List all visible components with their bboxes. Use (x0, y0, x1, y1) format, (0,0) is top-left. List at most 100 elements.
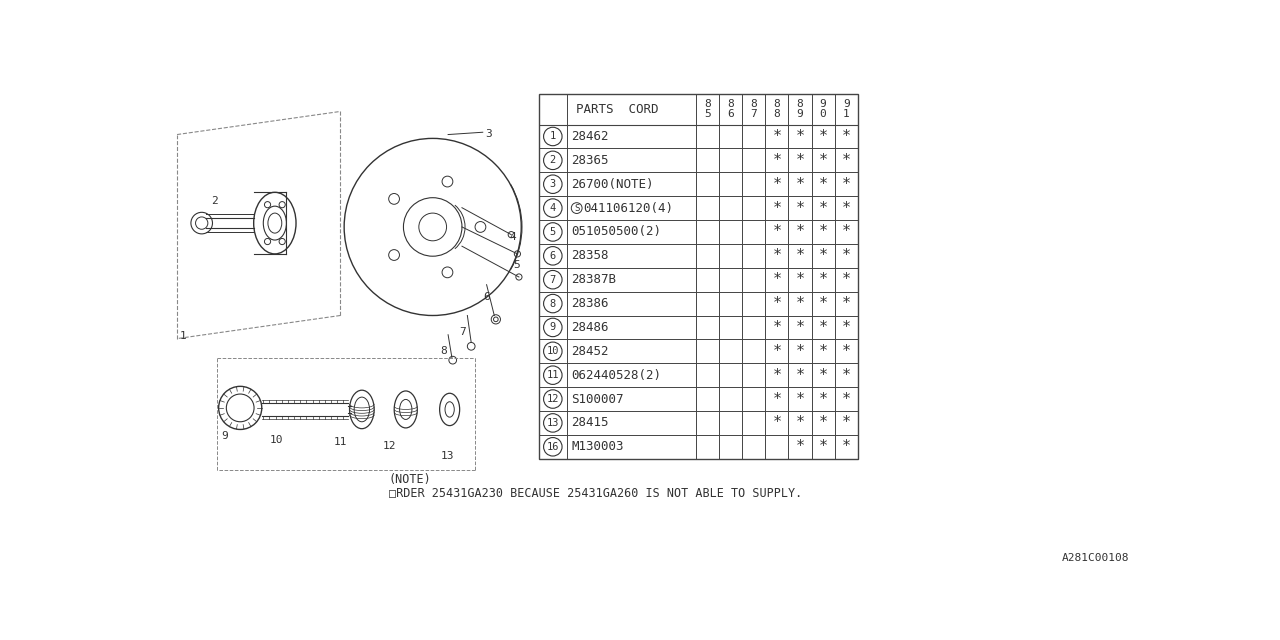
Text: *: * (818, 225, 828, 239)
Text: *: * (795, 129, 805, 144)
Text: 5: 5 (549, 227, 556, 237)
Text: *: * (795, 296, 805, 311)
Text: *: * (818, 248, 828, 263)
Text: 13: 13 (440, 451, 454, 461)
Text: *: * (795, 320, 805, 335)
Text: *: * (772, 129, 782, 144)
Text: 6: 6 (483, 292, 489, 302)
Text: *: * (842, 129, 851, 144)
Text: S: S (573, 204, 580, 212)
Text: *: * (772, 367, 782, 383)
Text: (NOTE): (NOTE) (389, 472, 431, 486)
Text: *: * (842, 296, 851, 311)
Text: *: * (842, 272, 851, 287)
Text: *: * (795, 225, 805, 239)
Text: *: * (772, 392, 782, 406)
Text: 9: 9 (549, 323, 556, 332)
Text: *: * (818, 392, 828, 406)
Text: □RDER 25431GA230 BECAUSE 25431GA260 IS NOT ABLE TO SUPPLY.: □RDER 25431GA230 BECAUSE 25431GA260 IS N… (389, 486, 803, 499)
Text: 7: 7 (549, 275, 556, 285)
Text: 28452: 28452 (571, 345, 609, 358)
Text: PARTS  CORD: PARTS CORD (576, 102, 659, 116)
Text: A281C00108: A281C00108 (1062, 554, 1129, 563)
Text: S100007: S100007 (571, 392, 623, 406)
Text: 12: 12 (547, 394, 559, 404)
Text: 9
0: 9 0 (819, 99, 827, 119)
Text: *: * (842, 248, 851, 263)
Text: 9: 9 (221, 431, 228, 441)
Text: 13: 13 (547, 418, 559, 428)
Text: *: * (818, 153, 828, 168)
Text: *: * (795, 415, 805, 431)
Text: 3: 3 (485, 129, 492, 139)
Text: 4: 4 (509, 232, 516, 242)
Text: 3: 3 (549, 179, 556, 189)
Text: 051050500(2): 051050500(2) (571, 225, 662, 239)
Text: *: * (772, 248, 782, 263)
Text: *: * (795, 153, 805, 168)
Text: 10: 10 (547, 346, 559, 356)
Text: *: * (795, 248, 805, 263)
Text: *: * (842, 200, 851, 216)
Text: *: * (818, 296, 828, 311)
Text: 5: 5 (513, 260, 520, 270)
Text: *: * (818, 129, 828, 144)
Text: *: * (818, 177, 828, 192)
Text: *: * (772, 344, 782, 359)
Bar (539, 93, 858, 459)
Text: 28386: 28386 (571, 297, 609, 310)
Text: *: * (772, 200, 782, 216)
Text: *: * (795, 439, 805, 454)
Text: 8
6: 8 6 (727, 99, 733, 119)
Text: 28486: 28486 (571, 321, 609, 334)
Text: 11: 11 (334, 437, 348, 447)
Text: *: * (842, 344, 851, 359)
Text: *: * (842, 439, 851, 454)
Text: 28462: 28462 (571, 130, 609, 143)
Text: 7: 7 (460, 327, 466, 337)
Text: 11: 11 (547, 370, 559, 380)
Text: 16: 16 (547, 442, 559, 452)
Text: *: * (772, 272, 782, 287)
Text: 8: 8 (440, 346, 447, 356)
Text: *: * (772, 225, 782, 239)
Text: 1: 1 (180, 331, 187, 340)
Text: 041106120(4): 041106120(4) (584, 202, 673, 214)
Text: 062440528(2): 062440528(2) (571, 369, 662, 381)
Text: 26700(NOTE): 26700(NOTE) (571, 178, 654, 191)
Text: *: * (772, 415, 782, 431)
Text: 28387B: 28387B (571, 273, 616, 286)
Text: 2: 2 (211, 196, 218, 206)
Text: *: * (772, 296, 782, 311)
Text: 12: 12 (383, 441, 396, 451)
Text: 8
5: 8 5 (704, 99, 710, 119)
Text: 8
8: 8 8 (773, 99, 781, 119)
Text: *: * (818, 320, 828, 335)
Text: *: * (842, 153, 851, 168)
Text: *: * (772, 153, 782, 168)
Text: *: * (818, 200, 828, 216)
Text: 1: 1 (549, 131, 556, 141)
Text: *: * (842, 177, 851, 192)
Text: 8: 8 (549, 299, 556, 308)
Text: *: * (818, 415, 828, 431)
Text: *: * (818, 439, 828, 454)
Text: *: * (842, 225, 851, 239)
Text: 6: 6 (549, 251, 556, 261)
Text: 2: 2 (549, 156, 556, 165)
Text: 28358: 28358 (571, 250, 609, 262)
Text: 28365: 28365 (571, 154, 609, 167)
Text: 8
9: 8 9 (796, 99, 804, 119)
Text: *: * (842, 415, 851, 431)
Text: *: * (795, 344, 805, 359)
Text: *: * (772, 177, 782, 192)
Text: *: * (842, 392, 851, 406)
Text: *: * (795, 367, 805, 383)
Text: *: * (818, 344, 828, 359)
Text: *: * (795, 200, 805, 216)
Text: *: * (818, 367, 828, 383)
Text: *: * (795, 177, 805, 192)
Text: 28415: 28415 (571, 417, 609, 429)
Text: *: * (842, 367, 851, 383)
Text: *: * (772, 320, 782, 335)
